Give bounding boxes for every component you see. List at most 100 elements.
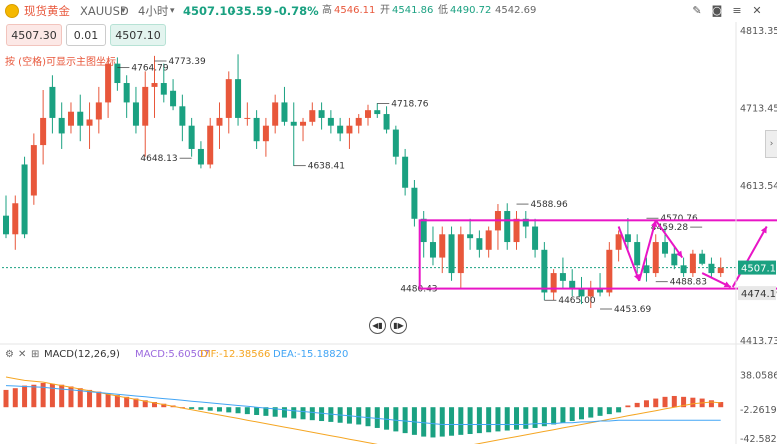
macd-histogram-bar (402, 407, 408, 434)
candle-body (142, 86, 149, 126)
candle-body (717, 267, 724, 274)
price-tick-label: 4613.54 (740, 181, 777, 192)
candle-body (309, 110, 316, 122)
macd-histogram-bar (411, 407, 417, 435)
macd-histogram-bar (504, 407, 510, 431)
candle-body (272, 102, 279, 126)
close-icon[interactable]: ✕ (752, 4, 762, 17)
macd-histogram-bar (300, 407, 306, 420)
price-tick-label: 4474.19 (741, 289, 777, 300)
macd-histogram-bar (49, 383, 55, 408)
price-tick-label: 4413.73 (740, 336, 777, 347)
macd-histogram-bar (560, 407, 566, 423)
candle-body (420, 218, 427, 243)
chevron-down-icon[interactable]: ▾ (121, 6, 126, 16)
price-annotation: 4648.13 (140, 154, 177, 164)
candle-body (578, 288, 585, 297)
timeframe-selector[interactable]: 4小时 (138, 4, 169, 18)
macd-histogram-bar (3, 389, 9, 408)
candle-body (597, 288, 604, 293)
candle-body (411, 187, 418, 219)
candle-body (643, 265, 650, 274)
timeframe-chevron-down-icon[interactable]: ▾ (170, 6, 175, 16)
candle-body (170, 90, 177, 107)
expand-panel-icon[interactable]: › (765, 130, 777, 158)
price-annotation: 4465.00 (558, 296, 595, 306)
macd-title: MACD(12,26,9) (44, 349, 120, 360)
trend-arrow-head (760, 226, 767, 234)
macd-histogram-bar (532, 407, 538, 428)
candle-body (448, 234, 455, 274)
macd-histogram-bar (226, 407, 232, 413)
macd-histogram-bar (551, 407, 557, 425)
candle-body (689, 253, 696, 274)
macd-histogram-bar (96, 391, 102, 408)
candle-body (253, 117, 260, 142)
candle-body (327, 117, 334, 126)
trend-arrow-head (723, 281, 731, 288)
macd-histogram-bar (22, 385, 28, 408)
macd-histogram-bar (718, 402, 724, 408)
macd-histogram-bar (161, 403, 167, 408)
close-indicator-icon[interactable]: ✕ (18, 349, 27, 360)
buy-price-button[interactable]: 4507.10 (110, 24, 166, 46)
candle-body (587, 288, 594, 297)
price-tick-label: 4713.45 (740, 103, 777, 114)
low-value: 4490.72 (450, 5, 492, 16)
candle-body (365, 110, 371, 118)
candle-body (550, 273, 557, 293)
trend-arrow-head (633, 273, 640, 281)
candle-body (402, 156, 409, 188)
price-annotation: 4488.83 (670, 278, 707, 288)
price-annotation: 4773.39 (169, 57, 206, 67)
trend-arrow-line (654, 219, 684, 259)
edit-icon[interactable]: ✎ (692, 4, 702, 17)
candle-body (513, 218, 520, 243)
menu-icon[interactable]: ≡ (732, 4, 742, 17)
candle-body (485, 230, 492, 250)
candle-body (467, 234, 474, 239)
settings-icon[interactable]: ⚙ (5, 349, 14, 360)
macd-histogram-bar (662, 396, 668, 408)
macd-histogram-bar (263, 407, 269, 416)
candle-body (662, 242, 669, 254)
macd-histogram-bar (124, 396, 130, 408)
macd-histogram-bar (421, 407, 427, 437)
macd-histogram-bar (625, 405, 631, 408)
symbol-name[interactable]: 现货黄金 (24, 4, 70, 18)
macd-histogram-bar (541, 407, 547, 427)
candle-body (160, 83, 167, 95)
symbol-code[interactable]: XAUUSD (80, 4, 129, 18)
gold-logo-icon (5, 4, 19, 18)
price-annotation: 4570.76 (660, 214, 697, 224)
candle-body (123, 83, 130, 103)
candle-body (346, 125, 353, 134)
trend-arrow-line (638, 220, 657, 282)
candle-body (680, 265, 687, 274)
candle-body (179, 106, 186, 126)
quantity-input[interactable]: 0.01 (66, 24, 106, 46)
scroll-left-button[interactable]: ◀▮ (369, 317, 386, 334)
trend-arrow-head (651, 220, 658, 228)
candle-body (30, 145, 37, 196)
macd-histogram-bar (142, 400, 148, 408)
sell-price-button[interactable]: 4507.30 (6, 24, 62, 46)
macd-histogram-bar (77, 388, 83, 408)
macd-histogram-bar (588, 407, 594, 418)
candle-body (522, 218, 529, 227)
candle-body (95, 102, 102, 120)
scroll-right-button[interactable]: ▮▶ (390, 317, 407, 334)
candle-body (355, 117, 362, 126)
macd-histogram-bar (244, 407, 250, 415)
trend-arrow-line (617, 226, 641, 282)
macd-histogram-bar (374, 407, 380, 428)
macd-histogram-bar (597, 407, 603, 416)
macd-histogram-bar (514, 407, 520, 430)
open-label: 开 (380, 5, 390, 16)
candle-body (197, 148, 204, 165)
candle-body (318, 110, 325, 118)
camera-icon[interactable]: ◙ (711, 4, 723, 17)
indicator-menu-icon[interactable]: ⊞ (31, 349, 40, 360)
candle-body (615, 234, 622, 250)
